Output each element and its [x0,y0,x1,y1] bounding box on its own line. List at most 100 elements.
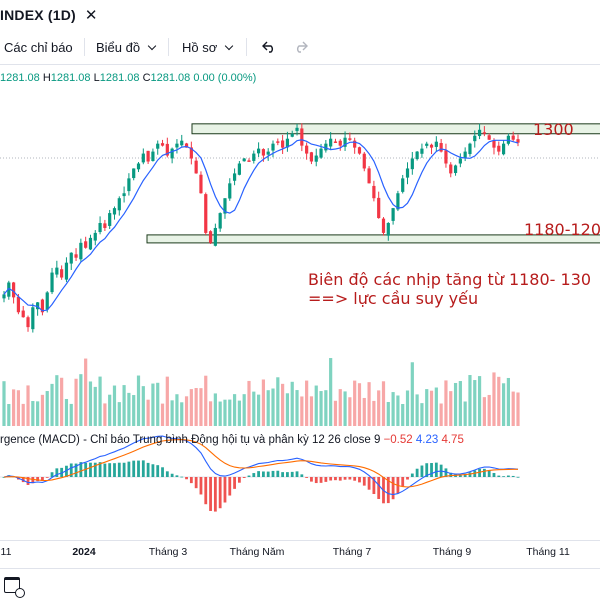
candle-body [156,143,160,149]
chevron-down-icon [225,41,234,50]
candle-body [103,223,107,228]
macd-histogram-bar [367,477,371,490]
volume-bar [93,386,97,426]
candle-body [237,163,241,175]
macd-histogram-bar [127,461,131,477]
undo-button[interactable] [262,30,276,64]
legend-low-key: L [93,72,100,84]
macd-histogram-bar [266,471,270,477]
volume-bar [434,387,438,426]
candle-body [396,193,400,210]
tab-bar: INDEX (1D) ✕ [0,0,600,31]
volume-bar [295,390,299,426]
volume-bar [232,394,237,426]
macd-histogram-bar [281,472,285,477]
volume-bar [482,397,486,426]
candle-body [453,165,458,174]
indicators-button[interactable]: Các chỉ báo [4,30,73,64]
symbol-tab[interactable]: INDEX (1D) ✕ [0,0,97,30]
volume-bar [468,375,472,426]
candle-body [314,155,318,162]
volume-bar [324,390,328,426]
macd-histogram-bar [141,460,145,477]
time-axis[interactable]: 11 2024 Tháng 3 Tháng Năm Tháng 7 Tháng … [0,540,600,563]
candle-body [213,227,217,246]
macd-histogram-bar [218,477,222,509]
volume-bar [98,376,102,426]
volume-bar [228,399,232,426]
macd-histogram-bar [84,462,88,477]
close-icon[interactable]: ✕ [84,7,98,24]
macd-histogram-bar [180,476,184,478]
volume-bar [309,396,314,426]
legend-open: 1281.08 [0,72,40,84]
volume-bar [319,391,323,426]
candle-body [117,198,121,211]
candle-body [348,138,352,140]
macd-histogram-bar [329,477,333,481]
ohlc-legend: 1281.08 H1281.08 L1281.08 C1281.08 0.00 … [0,72,256,84]
macd-histogram-bar [286,472,289,477]
undo-icon [262,41,273,53]
redo-button[interactable] [294,30,308,64]
indicators-label: Các chỉ báo [4,39,73,55]
macd-histogram-bar [247,475,251,477]
volume-bar [79,374,83,426]
candle-body [309,152,314,162]
volume-bar [477,376,482,426]
volume-bar [333,400,338,426]
xaxis-label: Tháng 9 [432,546,472,558]
macd-histogram-bar [45,477,49,478]
volume-bar [64,398,69,426]
macd-histogram-bar [324,477,328,482]
candle-body [98,223,102,233]
price-chart[interactable] [0,92,600,540]
volume-bar [429,390,434,426]
volume-bar [194,388,198,426]
candle-body [410,158,414,170]
macd-histogram-bar [502,476,505,478]
macd-histogram-bar [2,477,6,478]
volume-bar [410,362,414,426]
profile-button[interactable]: Hồ sơ [182,30,234,64]
candle-body [372,185,376,199]
volume-bar [343,391,347,426]
volume-bar [329,358,333,426]
volume-bar [160,403,165,426]
macd-histogram-bar [295,471,299,477]
candle-body [180,140,184,146]
candle-body [55,267,59,275]
volume-bar [84,358,88,426]
moving-average-line [3,139,519,312]
macd-histogram-bar [185,477,188,480]
macd-histogram-bar [482,468,486,477]
volume-bar [2,381,6,426]
volume-bar [391,392,395,426]
legend-low: 1281.08 [99,72,140,84]
candle-body [256,148,261,154]
volume-bar [141,386,145,426]
xaxis-label: Tháng 11 [526,546,570,558]
candle-body [247,160,251,162]
candle-body [281,140,285,148]
macd-histogram-bar [161,467,164,477]
macd-histogram-bar [31,477,35,484]
macd-histogram-bar [113,463,116,477]
volume-bar [506,377,510,426]
macd-histogram-bar [468,472,472,477]
candle-body [132,168,136,179]
macd-histogram-bar [36,477,40,482]
macd-histogram-bar [213,477,217,512]
volume-bar [256,394,261,426]
chart-type-button[interactable]: Biểu đồ [96,30,157,64]
volume-bar [208,401,213,426]
candle-body [261,149,266,156]
candle-body [473,135,477,142]
volume-bar [45,391,49,426]
volume-bar [516,392,520,426]
calendar-icon[interactable] [4,577,25,598]
volume-bar [314,385,318,426]
macd-histogram-bar [415,468,419,477]
xaxis-label: Tháng Năm [229,546,285,558]
candle-body [7,282,11,297]
